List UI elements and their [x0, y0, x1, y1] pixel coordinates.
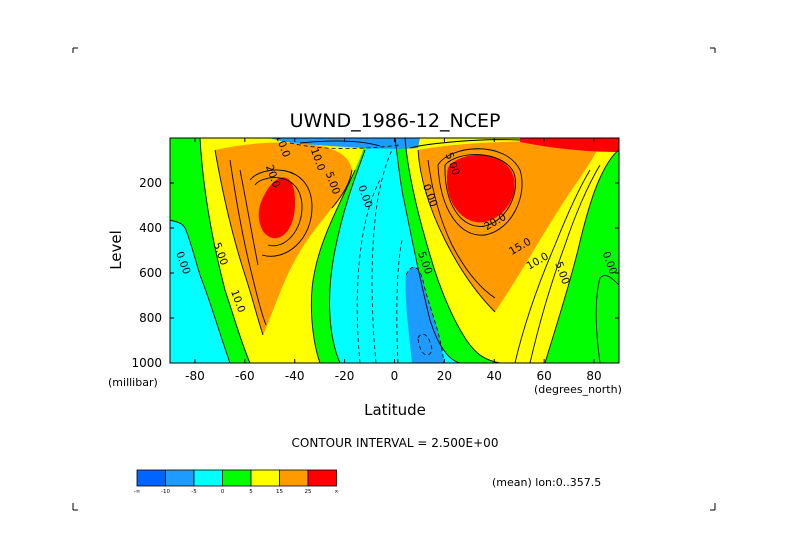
contour-interval-text: CONTOUR INTERVAL = 2.500E+00	[292, 436, 499, 450]
x-tick-label: 20	[437, 369, 452, 383]
colorbar-label: 25	[305, 489, 312, 495]
averaging-note: (mean) lon:0..357.5	[492, 476, 601, 489]
x-tick-label: -60	[235, 369, 255, 383]
y-tick-label: 200	[139, 176, 162, 190]
corner-marks	[72, 47, 716, 511]
colorbar-label: -10	[161, 489, 170, 495]
y-tick-label: 800	[139, 311, 162, 325]
x-tick-label: 0	[391, 369, 399, 383]
colorbar-swatch	[165, 469, 195, 487]
colorbar-swatch	[250, 469, 280, 487]
band-fill	[270, 138, 420, 149]
colorbar-label: 0	[221, 489, 225, 495]
y-axis-label: Level	[107, 230, 125, 270]
colorbar-label: -5	[191, 489, 197, 495]
x-tick-label: 60	[537, 369, 552, 383]
colorbar-swatch	[307, 469, 337, 487]
band-fill	[446, 154, 515, 223]
colorbar-label: ∞	[334, 489, 339, 495]
x-tick-label: -40	[285, 369, 305, 383]
band-fill	[215, 142, 352, 335]
colorbar-label: -∞	[134, 489, 141, 495]
x-axis: -80 -60 -40 -20 0 20 40 60 80	[185, 138, 602, 383]
band-fill	[405, 267, 444, 363]
colorbar-swatch	[222, 469, 252, 487]
chart-title: UWND_1986-12_NCEP	[290, 110, 501, 132]
x-tick-label: -80	[185, 369, 205, 383]
contour-lines	[170, 138, 619, 363]
x-tick-label: -20	[335, 369, 355, 383]
x-axis-label: Latitude	[364, 401, 426, 419]
y-units-label: (millibar)	[108, 376, 158, 389]
colorbar-label: 5	[249, 489, 253, 495]
y-tick-label: 600	[139, 266, 162, 280]
x-units-label: (degrees_north)	[534, 383, 622, 396]
colorbar-swatch	[136, 469, 166, 487]
y-axis: 200 400 600 800 1000	[131, 176, 619, 370]
colorbar-swatch	[279, 469, 309, 487]
y-tick-label: 1000	[131, 356, 162, 370]
colorbar-label: 15	[276, 489, 283, 495]
y-tick-label: 400	[139, 221, 162, 235]
negative-contours	[289, 142, 445, 363]
x-tick-label: 80	[586, 369, 601, 383]
band-fill	[258, 177, 296, 239]
x-tick-label: 40	[487, 369, 502, 383]
colorbar-swatch	[193, 469, 223, 487]
colorbar: -∞ -10 -5 0 5 15 25 ∞	[134, 469, 339, 495]
